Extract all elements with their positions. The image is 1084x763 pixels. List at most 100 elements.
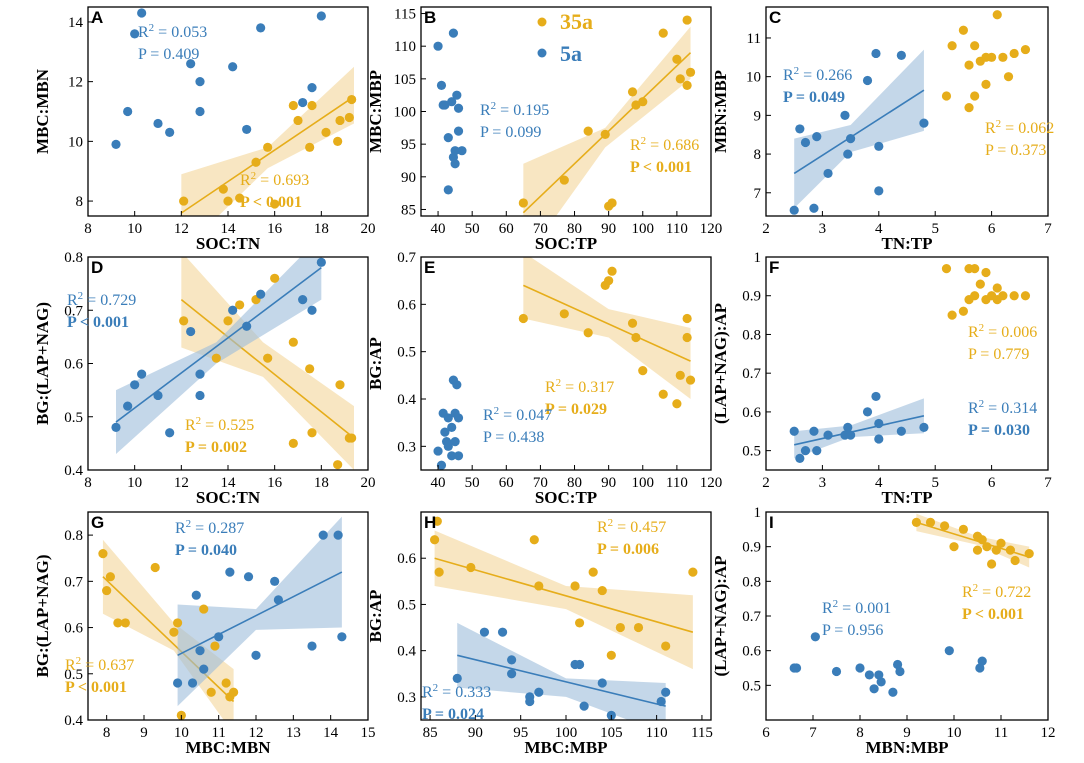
y-tick-label: 10 xyxy=(68,134,83,150)
r2-label: R2 = 0.053 xyxy=(138,22,207,41)
point-5a xyxy=(186,59,196,69)
y-tick-label: 0.5 xyxy=(742,444,761,460)
point-35a xyxy=(534,581,544,591)
point-35a xyxy=(113,618,123,628)
r2-label: R2 = 0.062 xyxy=(985,118,1054,137)
point-35a xyxy=(344,112,354,123)
y-tick-label: 8 xyxy=(76,194,84,210)
panel-letter: C xyxy=(769,8,781,27)
point-35a xyxy=(559,175,569,185)
point-5a xyxy=(874,434,884,444)
point-5a xyxy=(810,632,820,642)
r2-prefix: R xyxy=(185,417,196,434)
confidence-band-35a xyxy=(181,66,354,216)
point-5a xyxy=(843,422,853,432)
r2-superscript: 2 xyxy=(641,135,647,147)
y-tick-label: 0.7 xyxy=(64,574,83,590)
p-value-label: P < 0.001 xyxy=(240,194,302,211)
point-5a xyxy=(333,530,343,540)
y-tick-label: 0.4 xyxy=(64,713,83,729)
point-5a xyxy=(876,677,886,687)
point-5a xyxy=(173,678,183,688)
point-5a xyxy=(337,632,347,642)
point-5a xyxy=(800,137,811,148)
r2-label: R2 = 0.457 xyxy=(597,517,666,536)
point-5a xyxy=(195,369,205,379)
r2-label: R2 = 0.047 xyxy=(483,405,552,424)
point-35a xyxy=(333,136,343,146)
point-35a xyxy=(977,535,987,545)
x-tick-label: 90 xyxy=(601,475,616,491)
x-tick-label: 7 xyxy=(1044,475,1052,491)
x-tick-label: 6 xyxy=(988,475,996,491)
r2-label: R2 = 0.729 xyxy=(67,290,136,309)
plot-area xyxy=(433,15,696,216)
r2-value: 0.637 xyxy=(98,657,134,674)
r2-prefix: R xyxy=(240,172,251,189)
point-35a xyxy=(638,97,648,107)
point-5a xyxy=(453,413,464,423)
r2-prefix: R xyxy=(65,657,76,674)
r2-value: 0.001 xyxy=(855,600,891,617)
point-35a xyxy=(970,264,980,274)
x-tick-label: 7 xyxy=(1044,221,1052,237)
r2-prefix: R xyxy=(597,519,608,536)
plot-area xyxy=(111,257,357,470)
r2-equals: = xyxy=(978,584,995,601)
r2-equals: = xyxy=(81,657,98,674)
y-tick-label: 0.5 xyxy=(397,345,416,361)
y-tick-label: 0.6 xyxy=(64,621,83,637)
r2-label: R2 = 0.317 xyxy=(545,377,614,396)
point-35a xyxy=(223,196,233,206)
x-tick-label: 105 xyxy=(600,725,623,741)
r2-label: R2 = 0.195 xyxy=(480,100,549,119)
y-tick-label: 90 xyxy=(401,170,416,186)
point-35a xyxy=(998,291,1008,301)
y-tick-label: 0.6 xyxy=(397,551,416,567)
point-35a xyxy=(682,332,692,343)
point-5a xyxy=(298,97,308,108)
point-35a xyxy=(1020,291,1031,301)
point-5a xyxy=(440,427,450,437)
p-value-label: P < 0.001 xyxy=(67,314,129,331)
stats-5a: R2 = 0.333 P = 0.024 xyxy=(422,682,491,723)
point-35a xyxy=(518,313,528,324)
panel-letter: G xyxy=(91,513,104,532)
x-tick-label: 80 xyxy=(567,475,582,491)
point-35a xyxy=(98,549,108,559)
p-value-label: P = 0.956 xyxy=(822,622,883,639)
stats-5a: R2 = 0.287 P = 0.040 xyxy=(175,518,244,559)
fit-line-35a xyxy=(523,284,691,362)
r2-prefix: R xyxy=(968,324,979,341)
point-5a xyxy=(893,659,903,670)
point-5a xyxy=(443,441,453,451)
r2-prefix: R xyxy=(422,684,433,701)
y-axis-title: MBC:MBN xyxy=(33,68,52,154)
point-35a xyxy=(150,562,160,573)
x-tick-label: 120 xyxy=(700,221,723,237)
x-tick-label: 8 xyxy=(856,725,864,741)
p-value-label: P = 0.779 xyxy=(968,346,1029,363)
r2-prefix: R xyxy=(483,407,494,424)
panel-g: 8 9 10 11 12 13 14 15 0.4 0.5 0.6 0.7 0.8 MBC:MBN BG:(… xyxy=(33,511,376,757)
point-35a xyxy=(688,567,698,577)
r2-value: 0.457 xyxy=(630,519,666,536)
x-axis-title: MBC:MBP xyxy=(524,738,607,757)
point-35a xyxy=(964,60,974,70)
y-tick-label: 7 xyxy=(754,186,762,202)
y-tick-label: 1 xyxy=(754,505,762,521)
point-5a xyxy=(452,90,462,100)
x-tick-label: 3 xyxy=(819,221,827,237)
confidence-band-35a xyxy=(523,26,691,216)
y-axis-title: BG:(LAP+NAG) xyxy=(33,302,52,425)
y-tick-label: 0.9 xyxy=(742,540,761,556)
point-35a xyxy=(606,650,616,660)
fit-line-35a xyxy=(102,576,235,703)
point-5a xyxy=(307,641,317,651)
point-35a xyxy=(675,74,685,84)
r2-label: R2 = 0.686 xyxy=(630,135,699,154)
plot-area xyxy=(429,516,698,720)
point-5a xyxy=(977,656,987,666)
point-5a xyxy=(251,650,261,660)
point-35a xyxy=(682,80,692,90)
